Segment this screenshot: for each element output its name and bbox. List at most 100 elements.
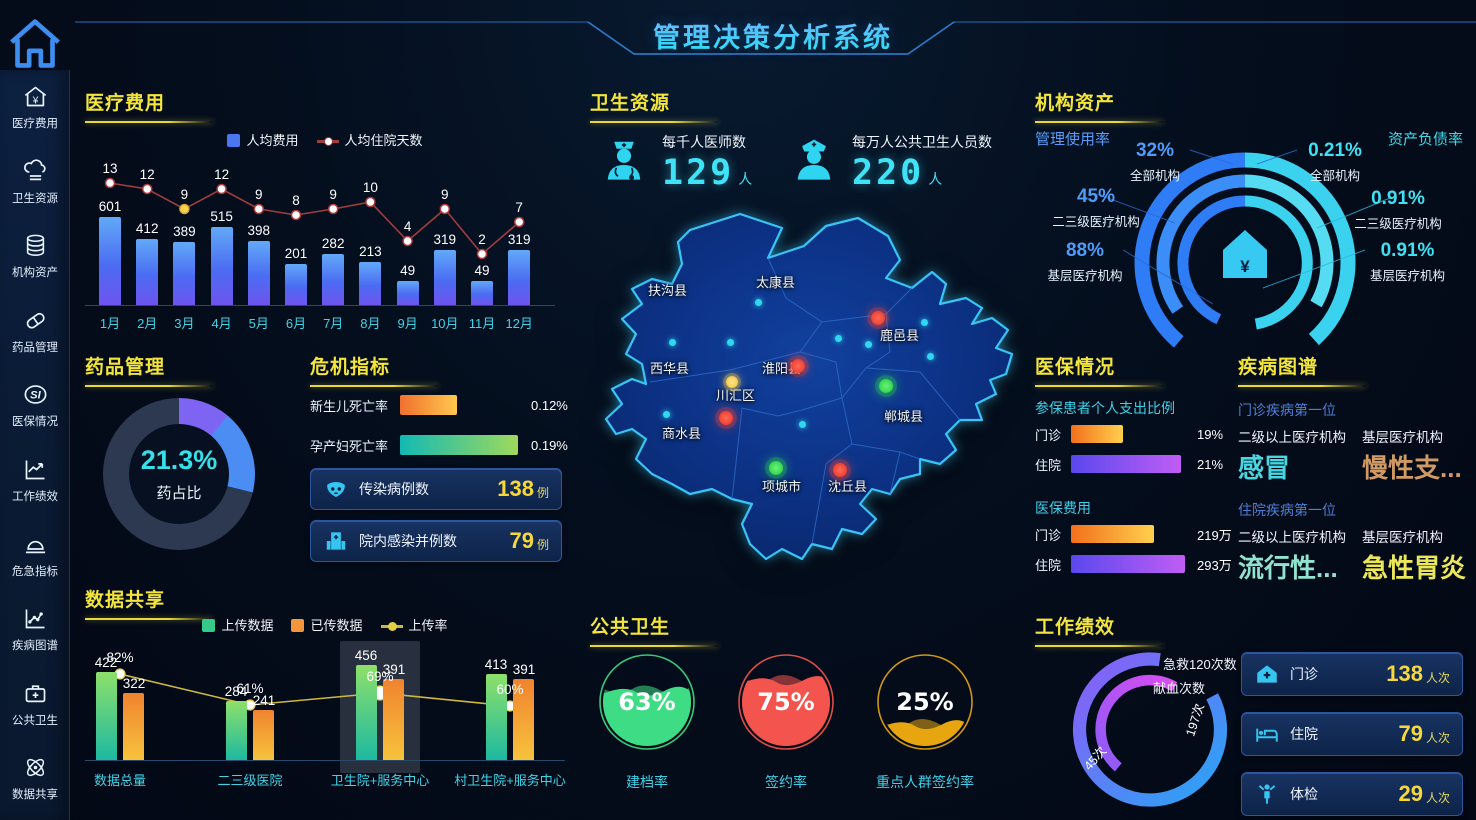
- map-marker-cyan[interactable]: [834, 334, 842, 342]
- sidebar-item-scatter-line[interactable]: 疾病图谱: [0, 592, 70, 666]
- stat-unit: 人: [738, 171, 753, 187]
- legend-item-rate[interactable]: 上传率: [380, 615, 448, 634]
- map-marker-red[interactable]: [791, 359, 805, 373]
- sent-bar: [253, 710, 274, 760]
- sidebar-item-label: 机构资产: [12, 267, 58, 280]
- panel-insurance: 医保情况 参保患者个人支出比例 门诊 19% 住院 21% 医保费用 门诊 21…: [1035, 352, 1240, 584]
- days-dot: [476, 248, 488, 260]
- bed-icon: [1254, 721, 1280, 747]
- medfee-bar: [136, 239, 159, 305]
- map-marker-cyan[interactable]: [668, 338, 676, 346]
- days-dot: [141, 183, 153, 195]
- insurance-row: 门诊 219万: [1035, 524, 1232, 544]
- sidebar-item-cloud[interactable]: 卫生资源: [0, 145, 70, 219]
- sidebar-item-label: 医疗费用: [12, 118, 58, 130]
- map-county-label: 商水县: [662, 426, 702, 441]
- assets-metric: 88% 基层医疗机构: [1047, 240, 1123, 283]
- home-icon: [0, 10, 70, 80]
- map-marker-cyan[interactable]: [754, 298, 762, 306]
- medfee-month-label: 2月: [137, 316, 158, 331]
- crisis-row-value: 0.12%: [531, 397, 568, 413]
- assets-right-title: 资产负债率: [1387, 131, 1463, 148]
- medfee-month-label: 6月: [285, 316, 307, 331]
- coins-icon: [22, 232, 49, 259]
- sidebar-item-medkit-plus[interactable]: 公共卫生: [0, 667, 70, 741]
- capsule-icon: [22, 307, 49, 334]
- medfee-month-label: 10月: [431, 316, 459, 331]
- days-dot: [365, 196, 376, 208]
- map-marker-cyan[interactable]: [920, 318, 928, 326]
- datashare-category: 数据总量: [93, 773, 146, 788]
- sidebar-item-label: 疾病图谱: [12, 640, 58, 653]
- insurance-row: 门诊 19%: [1035, 425, 1224, 443]
- sidebar-item-alarm[interactable]: 危急指标: [0, 518, 70, 592]
- x-axis: [85, 305, 555, 306]
- drug-ratio-donut: 21.3% 药占比: [103, 398, 255, 550]
- sent-value: 322: [122, 676, 146, 691]
- insurance-section-title: 医保费用: [1035, 500, 1091, 516]
- kpi-value: 138: [1386, 661, 1423, 686]
- sidebar-item-atom[interactable]: 数据共享: [0, 741, 70, 815]
- crisis-row: 孕产妇死亡率 0.19%: [310, 434, 568, 456]
- medfee-month-label: 5月: [248, 316, 269, 331]
- sidebar-item-capsule[interactable]: 药品管理: [0, 294, 70, 368]
- panel-assets: 机构资产 管理使用率 资产负债率 ¥ 32% 全部机构 45% 二三级医疗机构 88…: [1035, 88, 1465, 350]
- panel-title: 医保情况: [1035, 352, 1240, 387]
- sidebar-item-label: 药品管理: [12, 341, 58, 354]
- liquid-circle-1: 63%: [597, 652, 697, 752]
- kpi-label: 住院: [1290, 726, 1318, 742]
- sidebar-item-si-badge[interactable]: SI 医保情况: [0, 368, 70, 442]
- legend-item-bar[interactable]: 人均费用: [227, 130, 299, 149]
- stat-unit: 人: [928, 171, 943, 187]
- legend-item-sent[interactable]: 已传数据: [291, 615, 363, 634]
- map-marker-cyan[interactable]: [662, 410, 670, 418]
- map-marker-cyan[interactable]: [798, 420, 806, 428]
- medfee-month-label: 4月: [211, 316, 232, 331]
- panel-medical-fee: 医疗费用 人均费用 人均住院天数 601 1月 412 2月 389 3月 515 4月 398…: [85, 88, 565, 340]
- map-marker-cyan[interactable]: [726, 338, 734, 346]
- clinic-icon: [1254, 661, 1280, 687]
- medfee-month-label: 3月: [174, 316, 195, 331]
- panel-title: 药品管理: [85, 352, 295, 387]
- atom-icon: [22, 754, 49, 781]
- insurance-row: 住院 21%: [1035, 455, 1224, 473]
- panel-performance: 工作绩效 急救120次数 献血次数 45次 197次 门诊 138 人次 住院 …: [1035, 612, 1465, 816]
- legend-item-upload[interactable]: 上传数据: [202, 615, 273, 634]
- map-county-label: 西华县: [650, 361, 690, 376]
- house-yen-icon: [1223, 230, 1267, 278]
- medfee-days-value: 9: [441, 187, 449, 202]
- region-map: [604, 212, 1014, 561]
- svg-text:SI: SI: [30, 390, 42, 402]
- sidebar-item-coins[interactable]: 机构资产: [0, 219, 70, 293]
- medfee-days-value: 4: [403, 219, 412, 234]
- kpi-unit: 例: [536, 538, 549, 552]
- medfee-chart: 601 1月 412 2月 389 3月 515 4月 398 5月 201 6月 282 7月 213 8月…: [85, 150, 565, 340]
- panel-title: 医疗费用: [85, 88, 565, 123]
- mask-icon: [323, 476, 349, 502]
- medfee-days-value: 13: [102, 161, 118, 176]
- medfee-month-label: 1月: [99, 316, 121, 331]
- panel-crisis: 危机指标 新生儿死亡率 0.12% 孕产妇死亡率 0.19% 传染病例数 138…: [310, 352, 568, 580]
- map-marker-yellow[interactable]: [726, 376, 738, 388]
- svg-text:75%: 75%: [757, 688, 814, 716]
- assets-metric: 45% 二三级医疗机构: [1052, 186, 1140, 229]
- kpi-label: 体检: [1290, 786, 1318, 802]
- legend-item-line[interactable]: 人均住院天数: [316, 130, 423, 149]
- insurance-bar: [1071, 555, 1186, 573]
- map-marker-cyan[interactable]: [864, 340, 872, 348]
- upload-value: 456: [354, 648, 378, 663]
- upload-value: 413: [484, 657, 508, 672]
- map-marker-cyan[interactable]: [926, 352, 934, 360]
- map-marker-red[interactable]: [719, 411, 733, 425]
- sent-bar: [123, 693, 144, 760]
- map-marker-green[interactable]: [769, 461, 783, 475]
- sidebar-item-trend-chart[interactable]: 工作绩效: [0, 443, 70, 517]
- map-marker-green[interactable]: [879, 379, 893, 393]
- perf-arc-label: 急救120次数: [1163, 657, 1237, 672]
- kpi-value: 79: [1398, 721, 1423, 746]
- map-county-label: 扶沟县: [648, 283, 688, 298]
- map-marker-red[interactable]: [833, 463, 847, 477]
- medfee-bar: [433, 250, 456, 305]
- map-marker-red[interactable]: [871, 311, 885, 325]
- sidebar-item-house-yen[interactable]: ¥ 医疗费用: [0, 70, 70, 144]
